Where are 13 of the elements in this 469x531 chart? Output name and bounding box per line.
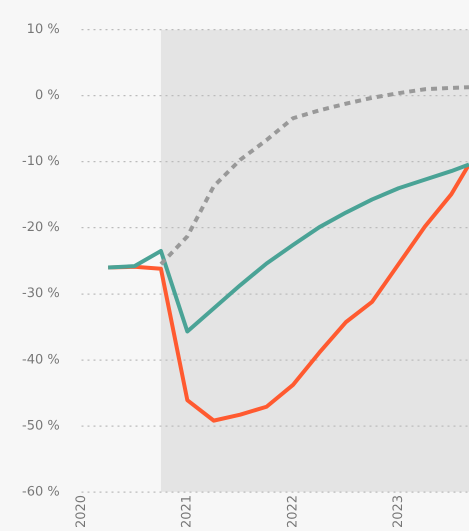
y-tick-label: 10 % bbox=[26, 22, 60, 38]
y-tick-label: 0 % bbox=[34, 88, 60, 104]
y-tick-label: -30 % bbox=[22, 286, 60, 302]
y-tick-label: -10 % bbox=[22, 154, 60, 170]
x-tick-label: 2022 bbox=[285, 494, 300, 528]
x-tick-label: 2021 bbox=[180, 494, 195, 528]
y-tick-label: -20 % bbox=[22, 220, 60, 236]
y-tick-label: -60 % bbox=[22, 484, 60, 500]
y-tick-label: -50 % bbox=[22, 418, 60, 434]
y-tick-label: -40 % bbox=[22, 352, 60, 368]
x-tick-label: 2023 bbox=[390, 494, 406, 528]
line-series bbox=[158, 85, 469, 266]
x-tick-label: 2020 bbox=[74, 494, 90, 528]
